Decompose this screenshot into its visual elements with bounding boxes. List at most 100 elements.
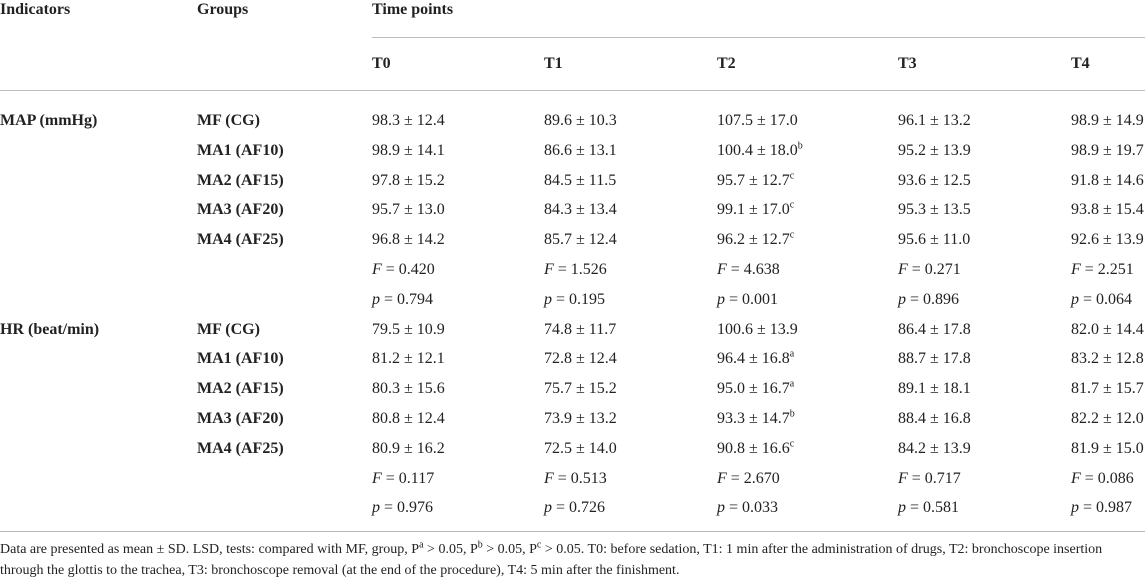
cell-value: 83.2 ± 12.8 bbox=[1071, 350, 1144, 368]
cell-value: = 2.670 bbox=[726, 469, 780, 487]
cell: 88.7 ± 17.8 bbox=[898, 349, 971, 369]
footnote-text: > 0.05. T0: before sedation, T1: 1 min a… bbox=[0, 542, 1103, 578]
cell: F = 4.638 bbox=[717, 260, 780, 280]
group: MA1 (AF10) bbox=[197, 350, 284, 368]
cell-value: 92.6 ± 13.9 bbox=[1071, 231, 1144, 249]
cell-value: 84.3 ± 13.4 bbox=[544, 201, 617, 219]
cell-value: 81.7 ± 15.7 bbox=[1071, 380, 1144, 398]
cell-value: = 0.117 bbox=[381, 469, 435, 487]
group: MF (CG) bbox=[197, 112, 260, 129]
cell: 84.5 ± 11.5 bbox=[544, 171, 616, 191]
cell: 96.4 ± 16.8a bbox=[717, 349, 794, 369]
cell: 89.6 ± 10.3 bbox=[544, 111, 617, 131]
cell-value: 93.8 ± 15.4 bbox=[1071, 201, 1144, 219]
header-cell: Indicators bbox=[0, 1, 71, 18]
cell-value: 81.2 ± 12.1 bbox=[372, 350, 445, 368]
cell: p = 0.976 bbox=[372, 498, 433, 518]
cell: 91.8 ± 14.6 bbox=[1071, 171, 1144, 191]
cell: 81.2 ± 12.1 bbox=[372, 349, 445, 369]
cell: F = 0.117 bbox=[372, 469, 434, 489]
cell: 72.5 ± 14.0 bbox=[544, 439, 617, 459]
cell-value: = 0.717 bbox=[907, 469, 961, 487]
header-cell: Time points bbox=[372, 1, 454, 18]
cell-value: 98.9 ± 14.9 bbox=[1071, 112, 1144, 129]
group: MA2 (AF15) bbox=[197, 380, 284, 398]
group: MA1 (AF10) bbox=[197, 141, 284, 159]
cell-value: 91.8 ± 14.6 bbox=[1071, 171, 1144, 189]
cell-value: 98.9 ± 19.7 bbox=[1071, 141, 1144, 159]
cell-value: 95.2 ± 13.9 bbox=[898, 141, 971, 159]
cell: 82.0 ± 14.4 bbox=[1071, 320, 1144, 340]
cell: p = 0.896 bbox=[898, 290, 959, 310]
cell-value: 80.8 ± 12.4 bbox=[372, 410, 445, 427]
cell-value: = 0.513 bbox=[553, 469, 607, 487]
cell-value: = 0.271 bbox=[907, 261, 961, 278]
cell: 90.8 ± 16.6c bbox=[717, 439, 794, 459]
cell: F = 0.513 bbox=[544, 469, 607, 489]
cell: 80.9 ± 16.2 bbox=[372, 439, 445, 459]
cell: 72.8 ± 12.4 bbox=[544, 349, 617, 369]
cell-value: 85.7 ± 12.4 bbox=[544, 231, 617, 249]
cell-value: 97.8 ± 15.2 bbox=[372, 171, 445, 189]
stat-symbol: F bbox=[898, 469, 908, 487]
cell-value: 82.2 ± 12.0 bbox=[1071, 410, 1144, 427]
stat-symbol: p bbox=[372, 499, 380, 517]
cell-value: 98.9 ± 14.1 bbox=[372, 141, 445, 159]
cell-value: 84.2 ± 13.9 bbox=[898, 439, 971, 457]
stat-symbol: p bbox=[898, 290, 906, 308]
stat-symbol: p bbox=[717, 290, 725, 308]
cell: F = 0.086 bbox=[1071, 469, 1134, 489]
footnote: Data are presented as mean ± SD. LSD, te… bbox=[0, 539, 1140, 579]
cell: 81.9 ± 15.0 bbox=[1071, 439, 1144, 459]
cell-value: 100.4 ± 18.0 bbox=[717, 141, 798, 159]
cell: F = 0.271 bbox=[898, 260, 961, 280]
cell: 95.2 ± 13.9 bbox=[898, 141, 971, 161]
cell-value: 89.1 ± 18.1 bbox=[898, 380, 971, 398]
cell: 82.2 ± 12.0 bbox=[1071, 409, 1144, 429]
group: MF (CG) bbox=[197, 320, 260, 338]
cell-value: = 0.033 bbox=[725, 499, 779, 517]
cell-value: 95.6 ± 11.0 bbox=[898, 231, 971, 249]
cell: 107.5 ± 17.0 bbox=[717, 111, 798, 131]
cell-value: 96.1 ± 13.2 bbox=[898, 112, 971, 129]
cell: 95.7 ± 13.0 bbox=[372, 200, 445, 220]
stat-symbol: p bbox=[717, 499, 725, 517]
cell-value: 72.5 ± 14.0 bbox=[544, 439, 617, 457]
cell: 100.6 ± 13.9 bbox=[717, 320, 798, 340]
time-header: T3 bbox=[898, 55, 917, 72]
cell: 95.3 ± 13.5 bbox=[898, 200, 971, 220]
cell-value: 95.7 ± 12.7 bbox=[717, 171, 790, 189]
cell-value: = 1.526 bbox=[553, 261, 607, 278]
cell-value: 88.7 ± 17.8 bbox=[898, 350, 971, 368]
cell: F = 2.670 bbox=[717, 469, 780, 489]
cell: F = 0.717 bbox=[898, 469, 961, 489]
cell: 97.8 ± 15.2 bbox=[372, 171, 445, 191]
cell: 83.2 ± 12.8 bbox=[1071, 349, 1144, 369]
superscript: c bbox=[536, 539, 542, 551]
stat-symbol: F bbox=[1071, 469, 1081, 487]
cell: 93.8 ± 15.4 bbox=[1071, 200, 1144, 220]
stat-symbol: F bbox=[717, 469, 727, 487]
cell-value: 72.8 ± 12.4 bbox=[544, 350, 617, 368]
cell-value: = 0.976 bbox=[380, 499, 434, 517]
superscript: a bbox=[789, 349, 795, 361]
stat-symbol: F bbox=[544, 261, 554, 278]
cell: 86.6 ± 13.1 bbox=[544, 141, 617, 161]
cell: 98.3 ± 12.4 bbox=[372, 111, 445, 131]
cell-value: 90.8 ± 16.6 bbox=[717, 439, 790, 457]
cell-value: = 0.581 bbox=[906, 499, 960, 517]
superscript: c bbox=[789, 438, 795, 450]
cell-value: 86.6 ± 13.1 bbox=[544, 141, 617, 159]
cell-value: = 0.896 bbox=[906, 290, 960, 308]
cell: p = 0.033 bbox=[717, 498, 778, 518]
cell: 80.8 ± 12.4 bbox=[372, 409, 445, 429]
cell-value: 95.3 ± 13.5 bbox=[898, 201, 971, 219]
superscript: c bbox=[789, 229, 795, 241]
stat-symbol: p bbox=[544, 499, 552, 517]
cell: 99.1 ± 17.0c bbox=[717, 200, 794, 220]
cell: 80.3 ± 15.6 bbox=[372, 379, 445, 399]
cell-value: 96.8 ± 14.2 bbox=[372, 231, 445, 249]
group: MA2 (AF15) bbox=[197, 171, 284, 189]
cell: 98.9 ± 14.9 bbox=[1071, 111, 1144, 131]
